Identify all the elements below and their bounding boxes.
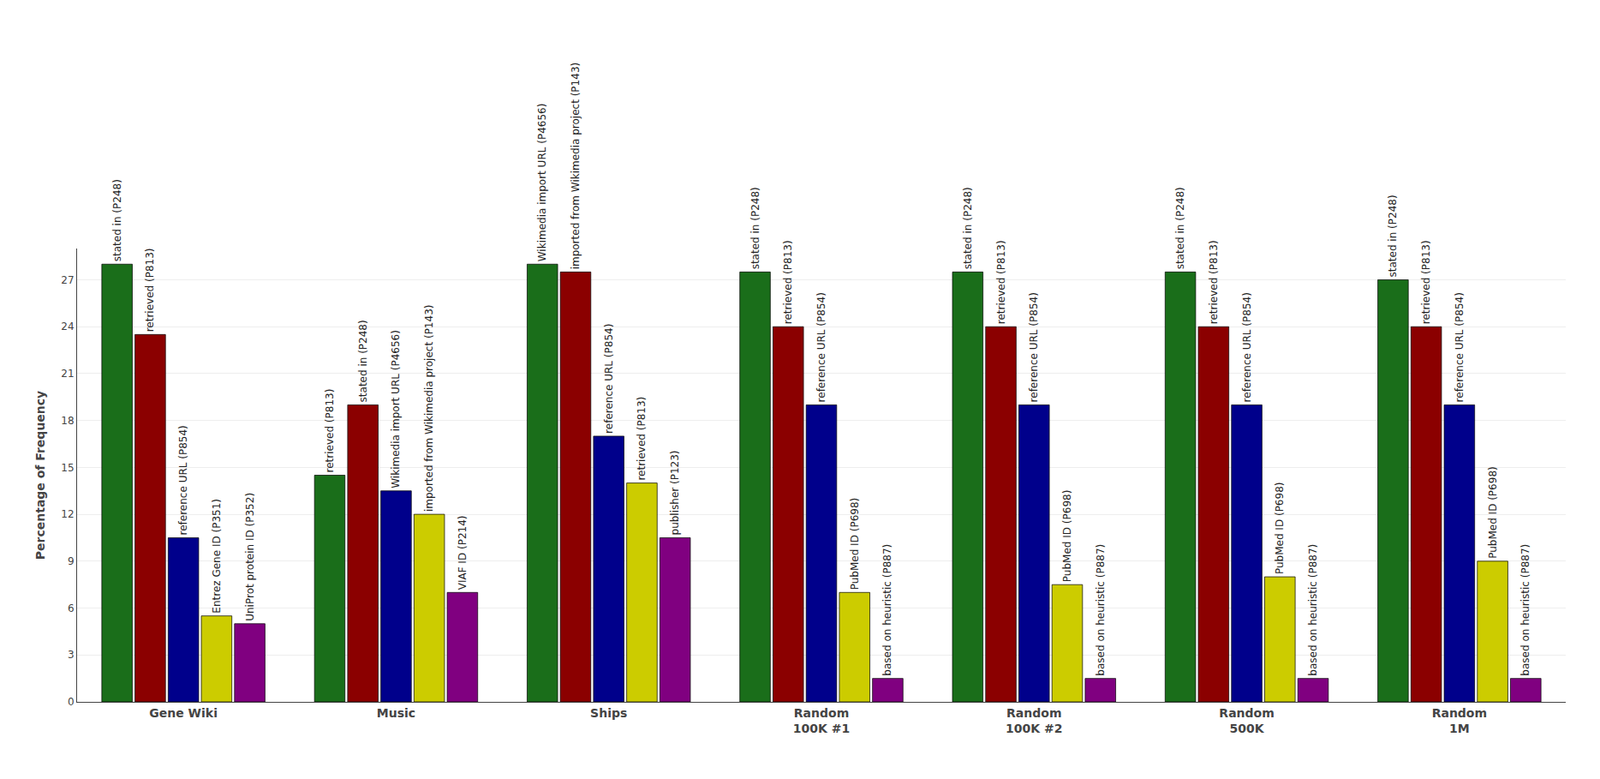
svg-text:VIAF ID (P214): VIAF ID (P214)	[456, 515, 469, 591]
svg-text:imported from Wikimedia projec: imported from Wikimedia project (P143)	[569, 62, 582, 270]
svg-text:Music: Music	[376, 705, 416, 720]
svg-text:stated in (P248): stated in (P248)	[1386, 194, 1399, 277]
svg-text:reference URL (P854): reference URL (P854)	[815, 292, 828, 402]
svg-text:Gene Wiki: Gene Wiki	[149, 705, 218, 720]
svg-text:Random1M: Random1M	[1432, 705, 1487, 735]
svg-text:publisher (P123): publisher (P123)	[668, 449, 681, 535]
svg-text:retrieved (P813): retrieved (P813)	[782, 239, 795, 324]
svg-text:based on heuristic (P887): based on heuristic (P887)	[1519, 543, 1532, 676]
svg-text:Wikimedia import URL (P4656): Wikimedia import URL (P4656)	[536, 103, 549, 263]
svg-text:3: 3	[67, 648, 75, 661]
svg-text:PubMed ID (P698): PubMed ID (P698)	[1061, 489, 1074, 583]
svg-text:reference URL (P854): reference URL (P854)	[602, 323, 615, 434]
svg-text:24: 24	[60, 320, 74, 333]
svg-text:reference URL (P854): reference URL (P854)	[1027, 292, 1040, 402]
svg-text:15: 15	[60, 461, 74, 474]
svg-text:reference URL (P854): reference URL (P854)	[177, 424, 190, 535]
svg-text:Wikimedia import URL (P4656): Wikimedia import URL (P4656)	[389, 329, 402, 489]
svg-text:Ships: Ships	[590, 705, 627, 720]
svg-text:Random100K #1: Random100K #1	[793, 705, 850, 735]
svg-text:based on heuristic (P887): based on heuristic (P887)	[1307, 543, 1320, 676]
svg-text:6: 6	[67, 602, 75, 615]
svg-text:Random500K: Random500K	[1218, 705, 1274, 735]
svg-text:retrieved (P813): retrieved (P813)	[323, 388, 336, 473]
svg-text:retrieved (P813): retrieved (P813)	[1207, 239, 1220, 324]
svg-text:UniProt protein ID (P352): UniProt protein ID (P352)	[244, 492, 257, 621]
svg-text:stated in (P248): stated in (P248)	[961, 186, 974, 269]
svg-text:stated in (P248): stated in (P248)	[111, 179, 124, 262]
svg-text:based on heuristic (P887): based on heuristic (P887)	[1094, 543, 1107, 676]
svg-text:retrieved (P813): retrieved (P813)	[995, 239, 1008, 324]
svg-text:PubMed ID (P698): PubMed ID (P698)	[848, 497, 861, 591]
svg-text:12: 12	[60, 507, 74, 520]
svg-text:imported from Wikimedia projec: imported from Wikimedia project (P143)	[423, 304, 436, 513]
svg-text:PubMed ID (P698): PubMed ID (P698)	[1273, 482, 1286, 575]
svg-text:Random100K #2: Random100K #2	[1005, 705, 1063, 735]
svg-text:reference URL (P854): reference URL (P854)	[1453, 292, 1466, 402]
svg-text:9: 9	[67, 555, 75, 568]
svg-text:Entrez Gene ID (P351): Entrez Gene ID (P351)	[210, 498, 223, 614]
svg-text:Percentage of Frequency: Percentage of Frequency	[33, 390, 48, 560]
svg-text:retrieved (P813): retrieved (P813)	[143, 248, 156, 333]
svg-text:stated in (P248): stated in (P248)	[357, 319, 370, 402]
svg-text:PubMed ID (P698): PubMed ID (P698)	[1486, 465, 1499, 559]
svg-text:stated in (P248): stated in (P248)	[1174, 186, 1187, 269]
svg-text:retrieved (P813): retrieved (P813)	[635, 396, 648, 481]
svg-text:stated in (P248): stated in (P248)	[749, 186, 762, 269]
svg-text:reference URL (P854): reference URL (P854)	[1241, 292, 1254, 402]
svg-text:based on heuristic (P887): based on heuristic (P887)	[881, 543, 894, 676]
svg-text:27: 27	[60, 274, 74, 287]
svg-text:18: 18	[60, 414, 74, 427]
svg-text:21: 21	[60, 367, 74, 380]
svg-text:0: 0	[67, 695, 75, 708]
svg-text:retrieved (P813): retrieved (P813)	[1420, 239, 1433, 324]
